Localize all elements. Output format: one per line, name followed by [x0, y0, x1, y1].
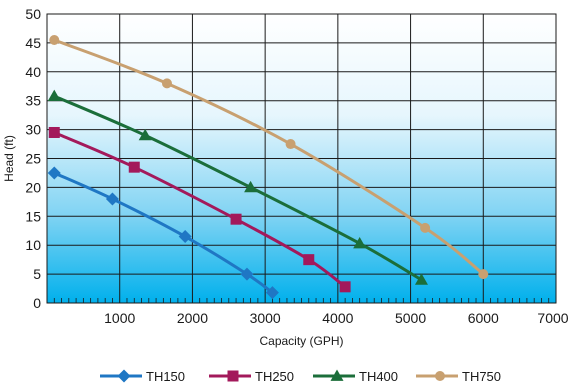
legend-label-th750: TH750: [462, 369, 501, 384]
data-point-th400: [244, 180, 258, 193]
legend-item-th400: TH400: [313, 369, 398, 384]
data-point-th250: [48, 126, 60, 138]
data-point-th750: [420, 222, 431, 233]
series-th150: [47, 166, 279, 300]
data-point-th750: [478, 269, 489, 280]
legend-label-th250: TH250: [255, 369, 294, 384]
x-tick-label: 5000: [395, 310, 426, 326]
data-point-th250: [128, 161, 140, 173]
data-point-th750: [161, 78, 172, 89]
y-tick-label: 20: [25, 179, 41, 195]
data-point-th150: [265, 286, 279, 300]
y-axis-title: Head (ft): [2, 135, 16, 182]
legend-item-th750: TH750: [416, 369, 501, 384]
series-th750: [49, 35, 489, 280]
data-point-th400: [353, 236, 367, 249]
legend-label-th400: TH400: [359, 369, 398, 384]
data-point-th400: [138, 128, 152, 141]
data-point-th400: [47, 89, 61, 101]
data-point-th250: [303, 254, 315, 266]
series-th250: [48, 126, 351, 293]
data-point-th150: [178, 230, 192, 244]
legend-marker-th150: [117, 369, 131, 383]
y-tick-label: 50: [25, 6, 41, 22]
legend-label-th150: TH150: [146, 369, 185, 384]
x-axis-title: Capacity (GPH): [259, 334, 343, 348]
legend-marker-th400: [330, 369, 344, 381]
data-point-th250: [339, 281, 351, 293]
legend-item-th250: TH250: [209, 369, 294, 384]
y-tick-label: 0: [33, 295, 41, 311]
x-tick-label: 4000: [322, 310, 353, 326]
legend-marker-th250: [227, 370, 239, 382]
data-point-th250: [230, 213, 242, 225]
series-group: [47, 35, 489, 300]
y-tick-label: 40: [25, 64, 41, 80]
y-tick-label: 45: [25, 35, 41, 51]
x-tick-label: 3000: [250, 310, 281, 326]
y-tick-label: 35: [25, 93, 41, 109]
x-tick-label: 1000: [104, 310, 135, 326]
data-point-th750: [285, 139, 296, 150]
y-tick-label: 5: [33, 266, 41, 282]
plot-frame: [46, 13, 557, 304]
legend-marker-th750: [435, 371, 445, 381]
y-tick-label: 30: [25, 122, 41, 138]
data-point-th750: [49, 35, 60, 46]
data-point-th150: [47, 166, 61, 180]
data-point-th400: [414, 273, 428, 285]
x-tick-label: 7000: [537, 310, 568, 326]
y-tick-label: 15: [25, 208, 41, 224]
data-point-th150: [240, 267, 254, 281]
x-tick-label: 2000: [177, 310, 208, 326]
axes: 0 5 10 15 20 25 30 35 40 45 50 1000 2000 3000 4000 5000…: [25, 6, 568, 326]
y-tick-label: 25: [25, 151, 41, 167]
y-tick-label: 10: [25, 237, 41, 253]
legend: TH150 TH250 TH400 TH750: [100, 369, 501, 384]
data-point-th150: [105, 192, 119, 206]
series-th400: [47, 89, 428, 285]
legend-item-th150: TH150: [100, 369, 185, 384]
x-tick-label: 6000: [468, 310, 499, 326]
